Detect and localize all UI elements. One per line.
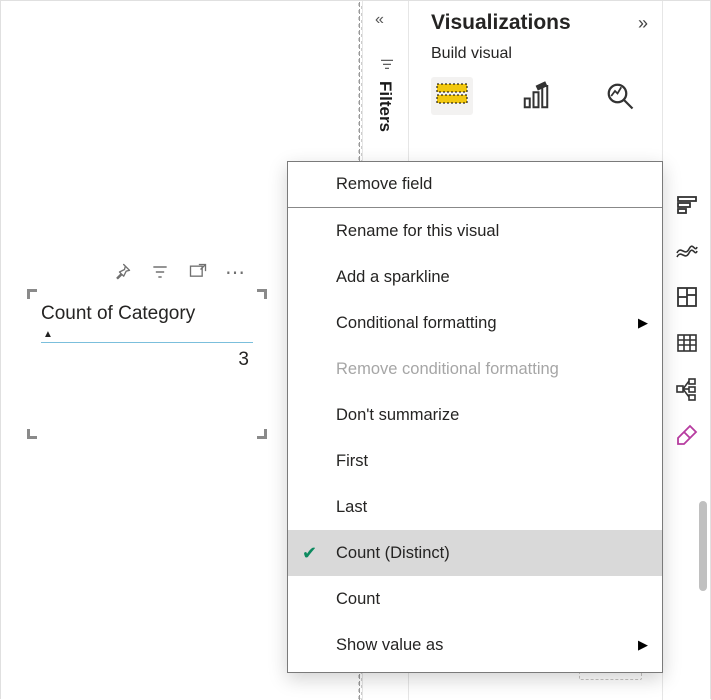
scrollbar-thumb[interactable]: [699, 501, 707, 591]
menu-remove-conditional-formatting: Remove conditional formatting: [288, 346, 662, 392]
menu-rename-for-this-visual[interactable]: Rename for this visual: [288, 208, 662, 254]
ribbon-chart-icon[interactable]: [673, 237, 701, 265]
decomposition-tree-icon[interactable]: [673, 375, 701, 403]
menu-item-label: Count (Distinct): [336, 544, 450, 563]
field-context-menu: Remove field Rename for this visual Add …: [287, 161, 663, 673]
build-visual-tab-icon[interactable]: [431, 77, 473, 115]
menu-dont-summarize[interactable]: Don't summarize: [288, 392, 662, 438]
card-visual[interactable]: Count of Category ▲ 3: [31, 293, 263, 435]
menu-item-label: Remove field: [336, 175, 432, 194]
stacked-bar-icon[interactable]: [673, 191, 701, 219]
menu-first[interactable]: First: [288, 438, 662, 484]
viz-mode-tabs: [409, 73, 662, 125]
menu-count[interactable]: Count: [288, 576, 662, 622]
menu-show-value-as[interactable]: Show value as ▶: [288, 622, 662, 668]
submenu-arrow-icon: ▶: [638, 637, 648, 653]
check-icon: ✔: [302, 543, 317, 564]
menu-remove-field[interactable]: Remove field: [288, 162, 662, 208]
build-visual-label: Build visual: [409, 41, 662, 73]
eraser-icon[interactable]: [673, 421, 701, 449]
pin-icon[interactable]: [111, 261, 133, 283]
viz-gallery-strip: [662, 1, 710, 700]
selection-handle[interactable]: [253, 425, 267, 439]
menu-item-label: Don't summarize: [336, 406, 459, 425]
menu-item-label: Add a sparkline: [336, 268, 450, 287]
menu-item-label: Last: [336, 498, 367, 517]
filters-label: Filters: [375, 81, 395, 132]
treemap-icon[interactable]: [673, 283, 701, 311]
collapse-viz-icon[interactable]: »: [638, 13, 648, 34]
menu-item-label: Count: [336, 590, 380, 609]
more-options-icon[interactable]: ⋯: [225, 261, 247, 283]
menu-item-label: First: [336, 452, 368, 471]
selection-handle[interactable]: [27, 425, 41, 439]
card-header[interactable]: Count of Category: [31, 293, 263, 329]
expand-filters-icon[interactable]: «: [375, 11, 384, 29]
menu-item-label: Conditional formatting: [336, 314, 497, 333]
format-visual-tab-icon[interactable]: [515, 77, 557, 115]
submenu-arrow-icon: ▶: [638, 315, 648, 331]
focus-mode-icon[interactable]: [187, 261, 209, 283]
menu-conditional-formatting[interactable]: Conditional formatting ▶: [288, 300, 662, 346]
analytics-tab-icon[interactable]: [599, 77, 641, 115]
menu-last[interactable]: Last: [288, 484, 662, 530]
selection-handle[interactable]: [253, 289, 267, 303]
card-value: 3: [31, 343, 263, 371]
menu-count-distinct[interactable]: ✔ Count (Distinct): [288, 530, 662, 576]
visualizations-title: Visualizations: [431, 11, 571, 35]
filter-icon[interactable]: [149, 261, 171, 283]
visual-floating-toolbar: ⋯: [111, 261, 247, 283]
menu-add-a-sparkline[interactable]: Add a sparkline: [288, 254, 662, 300]
menu-item-label: Remove conditional formatting: [336, 360, 559, 379]
funnel-icon: [379, 57, 395, 73]
matrix-icon[interactable]: [673, 329, 701, 357]
selection-handle[interactable]: [27, 289, 41, 303]
menu-item-label: Rename for this visual: [336, 222, 499, 241]
menu-item-label: Show value as: [336, 636, 443, 655]
sort-indicator-icon[interactable]: ▲: [43, 329, 263, 340]
